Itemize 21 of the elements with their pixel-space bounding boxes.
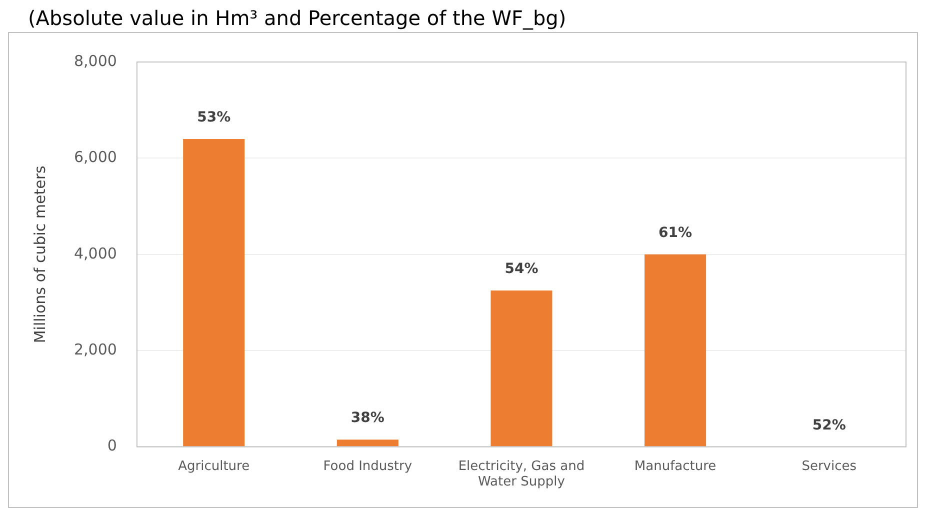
chart-title: (Absolute value in Hm³ and Percentage of the WF_bg) — [28, 6, 566, 30]
annotation: 53% — [197, 110, 231, 126]
y-tick-label: 0 — [107, 436, 117, 455]
x-tick-label: Services — [802, 458, 857, 474]
annotation: 61% — [658, 225, 692, 242]
y-axis-title: Millions of cubic meters — [30, 165, 49, 344]
bar — [183, 138, 245, 446]
bar — [336, 440, 398, 446]
x-tick-label: Agriculture — [178, 458, 250, 474]
y-tick-label: 2,000 — [74, 340, 117, 358]
y-tick-label: 4,000 — [74, 244, 117, 262]
y-tick-label: 8,000 — [74, 52, 117, 70]
annotation: 54% — [504, 261, 538, 278]
x-tick-label: Manufacture — [634, 458, 716, 474]
annotation: 38% — [350, 410, 384, 426]
annotation: 52% — [812, 417, 846, 434]
bar — [490, 290, 552, 446]
x-tick-label: Food Industry — [323, 458, 412, 474]
bar — [644, 254, 706, 446]
x-tick-label: Electricity, Gas and Water Supply — [458, 458, 585, 490]
y-tick-label: 6,000 — [74, 148, 117, 166]
